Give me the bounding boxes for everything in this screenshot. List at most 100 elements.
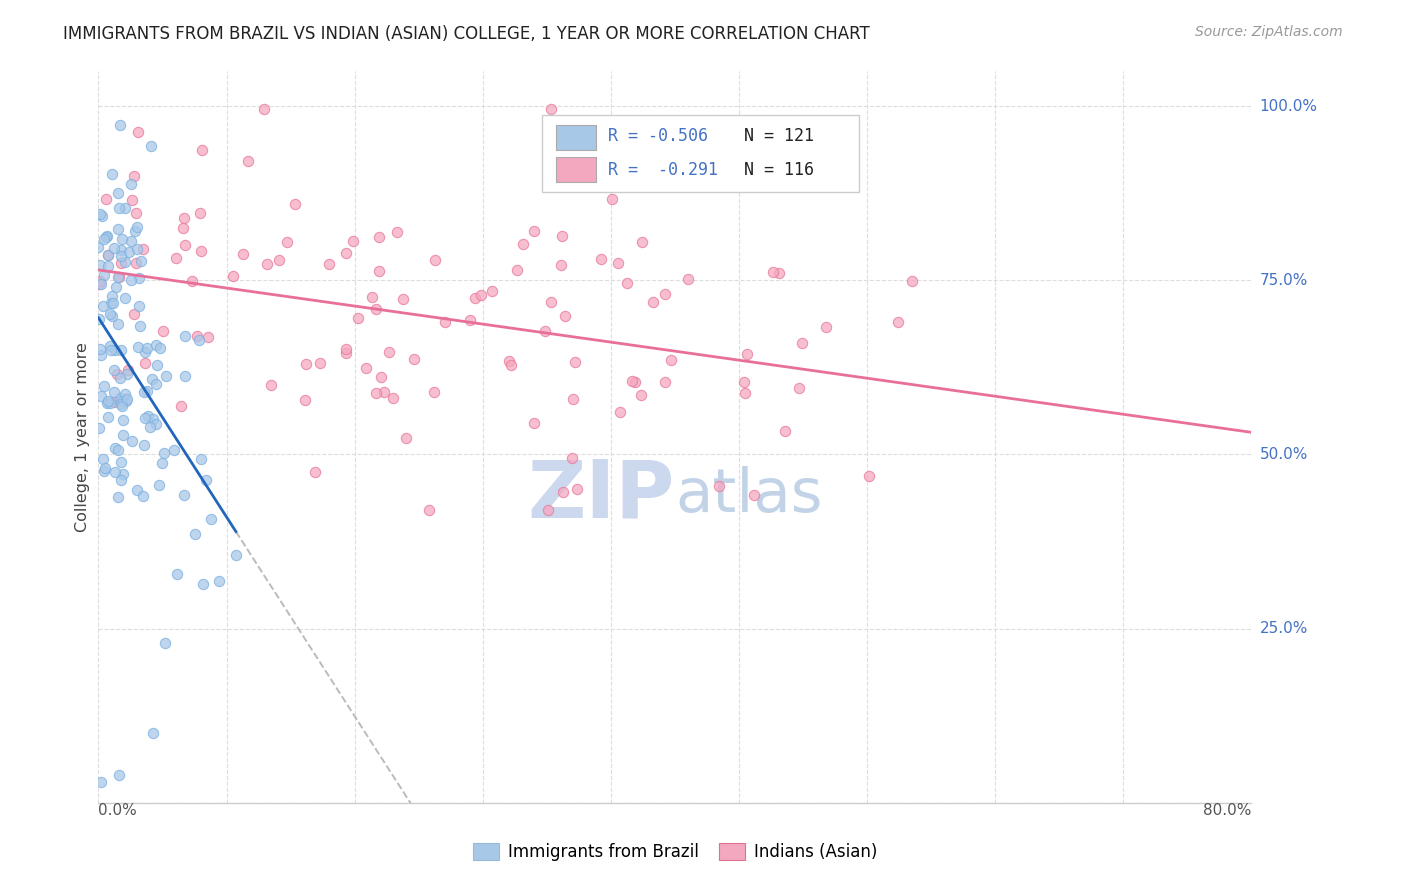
Text: Source: ZipAtlas.com: Source: ZipAtlas.com xyxy=(1195,25,1343,39)
Point xyxy=(304,465,326,479)
Point xyxy=(498,354,520,368)
Point xyxy=(423,384,446,399)
Point xyxy=(190,143,212,157)
Point xyxy=(103,395,125,409)
Point xyxy=(125,205,148,219)
Point xyxy=(190,244,212,258)
Point xyxy=(620,374,643,388)
Point xyxy=(153,446,176,460)
Legend: Immigrants from Brazil, Indians (Asian): Immigrants from Brazil, Indians (Asian) xyxy=(465,836,884,868)
Point xyxy=(335,245,357,260)
Point xyxy=(90,209,112,223)
Point xyxy=(96,228,118,243)
Point xyxy=(121,193,143,207)
Point xyxy=(114,201,136,215)
Point xyxy=(131,253,153,268)
Point xyxy=(564,355,586,369)
Point xyxy=(173,488,195,502)
Point xyxy=(335,342,357,356)
Point xyxy=(342,235,364,249)
Point xyxy=(136,384,159,398)
Point xyxy=(96,396,118,410)
Point xyxy=(174,329,197,343)
Point xyxy=(134,411,156,425)
Point xyxy=(195,473,218,487)
Point xyxy=(103,385,125,400)
Point xyxy=(136,341,159,355)
Point xyxy=(335,346,357,360)
Point xyxy=(120,273,142,287)
Point xyxy=(105,367,128,381)
Point xyxy=(269,253,291,268)
Point xyxy=(381,392,404,406)
Point xyxy=(134,344,156,359)
Point xyxy=(98,396,121,410)
Text: 75.0%: 75.0% xyxy=(1260,273,1308,288)
Point xyxy=(153,635,176,649)
Text: 0.0%: 0.0% xyxy=(98,803,138,818)
Text: R = -0.506: R = -0.506 xyxy=(607,127,709,145)
Point xyxy=(385,225,408,239)
Point xyxy=(94,230,117,244)
Point xyxy=(256,257,278,271)
Point xyxy=(110,473,132,487)
Point xyxy=(308,356,330,370)
Point xyxy=(148,478,170,492)
Point xyxy=(100,295,122,310)
Point xyxy=(173,211,195,225)
Point xyxy=(127,219,149,234)
FancyBboxPatch shape xyxy=(543,115,859,192)
Point xyxy=(125,256,148,270)
Point xyxy=(134,356,156,370)
Point xyxy=(97,259,120,273)
Point xyxy=(89,274,111,288)
Point xyxy=(103,241,125,255)
Point xyxy=(89,343,111,357)
Point xyxy=(93,378,115,392)
Point xyxy=(367,230,389,244)
Point xyxy=(402,352,425,367)
Point xyxy=(128,271,150,285)
Text: 25.0%: 25.0% xyxy=(1260,621,1308,636)
Point xyxy=(173,368,195,383)
Point xyxy=(735,347,758,361)
Point xyxy=(120,234,142,248)
Point xyxy=(108,768,131,782)
Point xyxy=(354,360,377,375)
Point xyxy=(197,330,219,344)
Point xyxy=(111,399,134,413)
Point xyxy=(87,239,110,253)
Point xyxy=(110,244,132,258)
Point xyxy=(110,256,132,270)
Point xyxy=(90,389,112,403)
Point xyxy=(631,235,654,249)
Point xyxy=(391,292,413,306)
Point xyxy=(108,269,131,284)
Text: ZIP: ZIP xyxy=(527,457,675,534)
Point xyxy=(225,548,247,562)
Point xyxy=(276,235,298,250)
Point xyxy=(101,167,124,181)
Point xyxy=(93,451,115,466)
Point xyxy=(742,488,765,502)
Point xyxy=(114,386,136,401)
Point xyxy=(554,310,576,324)
Point xyxy=(360,290,382,304)
Point xyxy=(107,443,129,458)
Point xyxy=(790,335,813,350)
Point xyxy=(284,197,307,211)
Point xyxy=(110,343,132,357)
Point xyxy=(112,412,135,426)
Point xyxy=(162,443,184,458)
Point xyxy=(423,253,446,268)
Point xyxy=(768,266,790,280)
Point xyxy=(551,485,574,500)
FancyBboxPatch shape xyxy=(557,125,596,150)
Point xyxy=(107,317,129,331)
Point xyxy=(602,192,624,206)
Point xyxy=(134,438,156,452)
Point xyxy=(512,236,534,251)
Point xyxy=(540,295,562,310)
Point xyxy=(97,394,120,409)
Text: 50.0%: 50.0% xyxy=(1260,447,1308,462)
